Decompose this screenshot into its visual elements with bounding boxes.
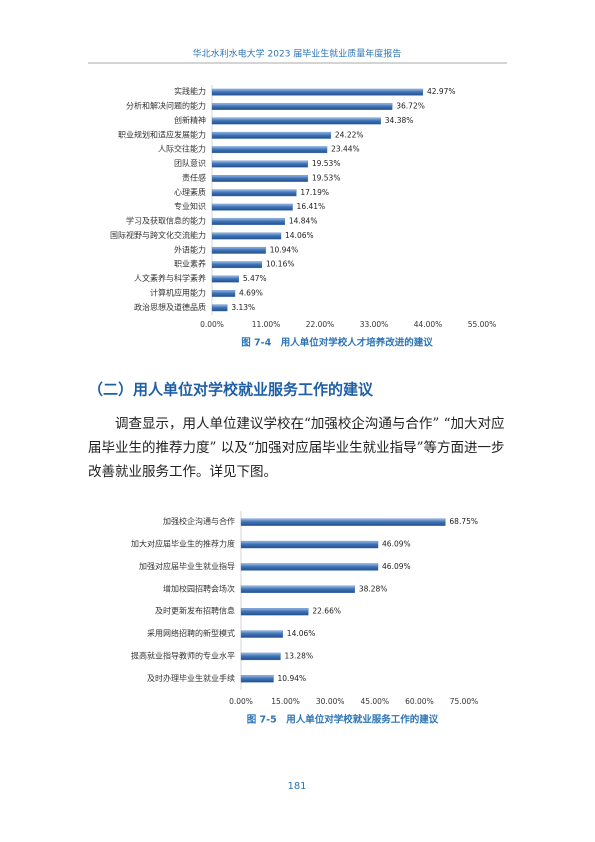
value-label: 19.53% [312, 159, 341, 168]
category-label: 增加校园招聘会场次 [163, 583, 235, 593]
category-label: 采用网络招聘的新型模式 [147, 628, 235, 638]
category-label: 创新精神 [174, 115, 206, 125]
x-tick-label: 55.00% [468, 320, 497, 329]
category-label: 及时更新发布招聘信息 [155, 606, 235, 616]
bar [240, 652, 281, 661]
bar [211, 88, 424, 96]
x-tick-label: 0.00% [229, 697, 253, 706]
value-label: 13.28% [284, 651, 313, 660]
category-label: 专业知识 [174, 201, 206, 211]
bar [211, 117, 381, 125]
category-label: 政治思想及道德品质 [134, 302, 206, 312]
x-tick-label: 22.00% [306, 320, 335, 329]
chart-caption: 图 7-5 用人单位对学校就业服务工作的建议 [247, 714, 439, 726]
x-tick-label: 45.00% [360, 697, 389, 706]
x-tick-label: 75.00% [450, 697, 479, 706]
bar [240, 675, 274, 683]
category-label: 责任感 [182, 172, 206, 182]
bar [211, 160, 309, 168]
value-label: 10.94% [270, 245, 299, 254]
x-tick-label: 60.00% [405, 697, 434, 706]
x-tick-label: 44.00% [414, 320, 443, 329]
category-label: 心理素质 [174, 187, 206, 197]
section-heading: （二）用人单位对学校就业服务工作的建议 [88, 381, 374, 399]
chart-caption: 图 7-4 用人单位对学校人才培养改进的建议 [241, 337, 433, 349]
value-label: 14.06% [285, 231, 314, 240]
running-header: 华北水利水电大学 2023 届毕业生就业质量年度报告 [193, 48, 402, 60]
bar [211, 232, 282, 240]
x-tick-label: 33.00% [360, 320, 389, 329]
bar [240, 563, 379, 571]
value-label: 46.09% [382, 562, 411, 571]
value-label: 3.13% [231, 303, 255, 312]
value-label: 42.97% [427, 87, 456, 96]
category-label: 计算机应用能力 [150, 287, 206, 297]
bar [240, 585, 355, 593]
category-label: 职业规划和适应发展能力 [118, 129, 206, 139]
category-label: 加大对应届毕业生的推荐力度 [131, 539, 235, 549]
bar [211, 218, 286, 225]
value-label: 36.72% [396, 102, 425, 111]
category-label: 加强校企沟通与合作 [163, 516, 235, 526]
category-label: 国际视野与跨文化交流能力 [110, 230, 206, 240]
value-label: 10.94% [278, 674, 307, 683]
value-label: 46.09% [382, 540, 411, 549]
bar [240, 630, 283, 638]
page-number: 181 [287, 781, 306, 792]
bar [211, 175, 309, 182]
paragraph: 调查显示，用人单位建议学校在“加强校企沟通与合作” “加大对应届毕业生的推荐力度… [88, 416, 505, 480]
bar [211, 246, 266, 254]
x-tick-label: 0.00% [200, 320, 224, 329]
bar [211, 304, 228, 312]
bar [211, 203, 293, 211]
x-tick-label: 30.00% [316, 697, 345, 706]
value-label: 16.41% [297, 202, 326, 211]
category-label: 提高就业指导教师的专业水平 [131, 650, 235, 660]
bar [211, 275, 240, 283]
bar [211, 146, 328, 154]
category-label: 加强对应届毕业生就业指导 [139, 561, 235, 571]
category-label: 学习及获取信息的能力 [126, 216, 206, 226]
category-label: 及时办理毕业生就业手续 [147, 673, 235, 683]
bar [211, 103, 393, 110]
bar [240, 608, 309, 616]
value-label: 19.53% [312, 173, 341, 182]
category-label: 人际交往能力 [158, 144, 206, 154]
value-label: 10.16% [266, 260, 295, 269]
value-label: 17.19% [300, 188, 329, 197]
x-tick-label: 15.00% [271, 697, 300, 706]
value-label: 68.75% [449, 517, 478, 526]
value-label: 14.06% [287, 629, 316, 638]
value-label: 23.44% [331, 145, 360, 154]
bar [211, 131, 332, 139]
value-label: 34.38% [385, 116, 414, 125]
bar [240, 518, 446, 526]
value-label: 14.84% [289, 217, 318, 226]
category-label: 职业素养 [174, 259, 206, 269]
value-label: 5.47% [243, 274, 267, 283]
category-label: 分析和解决问题的能力 [126, 101, 206, 111]
bar [240, 540, 379, 549]
value-label: 38.28% [359, 584, 388, 593]
value-label: 4.69% [239, 288, 263, 297]
bar [211, 261, 263, 269]
category-label: 外语能力 [174, 244, 206, 254]
bar [211, 290, 236, 297]
x-tick-label: 11.00% [252, 320, 281, 329]
value-label: 24.22% [335, 130, 364, 139]
bar [211, 189, 297, 197]
value-label: 22.66% [312, 607, 341, 616]
category-label: 实践能力 [174, 86, 206, 96]
category-label: 团队意识 [174, 158, 206, 168]
category-label: 人文素养与科学素养 [134, 273, 206, 283]
